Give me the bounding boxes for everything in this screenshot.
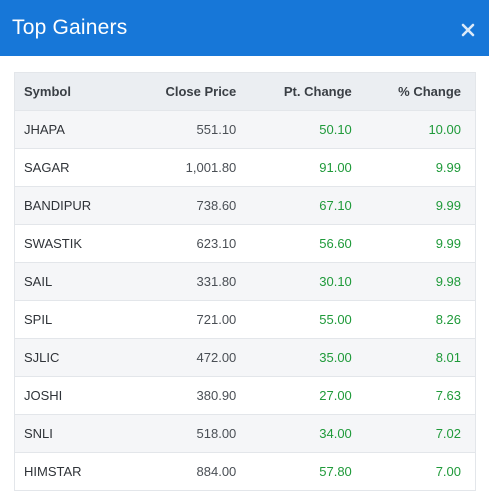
cell-pct-change: 7.63 xyxy=(435,388,461,403)
cell-close-price: 738.60 xyxy=(196,198,237,213)
table-header: Symbol Close Price Pt. Change % Change xyxy=(14,72,476,111)
column-header-close-price[interactable]: Close Price xyxy=(165,84,237,99)
cell-symbol: JOSHI xyxy=(24,388,63,403)
modal-title: Top Gainers xyxy=(12,16,128,39)
cell-pt-change: 56.60 xyxy=(319,236,352,251)
cell-pct-change: 9.99 xyxy=(435,160,461,175)
cell-close-price: 884.00 xyxy=(196,464,237,479)
gainers-table: Symbol Close Price Pt. Change % Change J… xyxy=(14,72,476,491)
table-row[interactable]: JOSHI 380.90 27.00 7.63 xyxy=(14,376,476,415)
cell-pct-change: 7.02 xyxy=(435,426,461,441)
table-row[interactable]: SPIL 721.00 55.00 8.26 xyxy=(14,300,476,339)
cell-pct-change: 9.99 xyxy=(435,236,461,251)
cell-pt-change: 34.00 xyxy=(319,426,352,441)
cell-pct-change: 9.98 xyxy=(435,274,461,289)
cell-pt-change: 55.00 xyxy=(319,312,352,327)
cell-close-price: 472.00 xyxy=(196,350,237,365)
cell-pt-change: 91.00 xyxy=(319,160,352,175)
cell-pt-change: 30.10 xyxy=(319,274,352,289)
column-header-symbol[interactable]: Symbol xyxy=(24,84,71,99)
table-row[interactable]: SNLI 518.00 34.00 7.02 xyxy=(14,414,476,453)
table-row[interactable]: SWASTIK 623.10 56.60 9.99 xyxy=(14,224,476,263)
header-row: Symbol Close Price Pt. Change % Change xyxy=(14,72,476,111)
cell-close-price: 518.00 xyxy=(196,426,237,441)
cell-pct-change: 9.99 xyxy=(435,198,461,213)
modal-header: Top Gainers xyxy=(0,0,489,56)
cell-symbol: BANDIPUR xyxy=(24,198,92,213)
cell-pct-change: 8.01 xyxy=(435,350,461,365)
cell-symbol: SNLI xyxy=(24,426,53,441)
table-row[interactable]: BANDIPUR 738.60 67.10 9.99 xyxy=(14,186,476,225)
modal-body: Symbol Close Price Pt. Change % Change J… xyxy=(0,56,489,491)
cell-symbol: SWASTIK xyxy=(24,236,83,251)
cell-close-price: 721.00 xyxy=(196,312,237,327)
cell-close-price: 623.10 xyxy=(196,236,237,251)
table-row[interactable]: HIMSTAR 884.00 57.80 7.00 xyxy=(14,452,476,491)
cell-pct-change: 7.00 xyxy=(435,464,461,479)
cell-symbol: SAGAR xyxy=(24,160,70,175)
cell-pt-change: 57.80 xyxy=(319,464,352,479)
column-header-pct-change[interactable]: % Change xyxy=(398,84,461,99)
table-row[interactable]: SAGAR 1,001.80 91.00 9.99 xyxy=(14,148,476,187)
cell-symbol: JHAPA xyxy=(24,122,65,137)
table-body: JHAPA 551.10 50.10 10.00 SAGAR 1,001.80 91.00 9… xyxy=(14,110,476,491)
cell-symbol: HIMSTAR xyxy=(24,464,82,479)
cell-pt-change: 35.00 xyxy=(319,350,352,365)
table-row[interactable]: JHAPA 551.10 50.10 10.00 xyxy=(14,110,476,149)
table-row[interactable]: SJLIC 472.00 35.00 8.01 xyxy=(14,338,476,377)
cell-pct-change: 8.26 xyxy=(435,312,461,327)
table-row[interactable]: SAIL 331.80 30.10 9.98 xyxy=(14,262,476,301)
cell-close-price: 331.80 xyxy=(196,274,237,289)
cell-pt-change: 50.10 xyxy=(319,122,352,137)
close-icon[interactable] xyxy=(459,21,477,39)
cell-symbol: SAIL xyxy=(24,274,53,289)
column-header-pt-change[interactable]: Pt. Change xyxy=(283,84,352,99)
cell-close-price: 380.90 xyxy=(196,388,237,403)
cell-close-price: 551.10 xyxy=(196,122,237,137)
cell-pt-change: 27.00 xyxy=(319,388,352,403)
cell-symbol: SPIL xyxy=(24,312,53,327)
cell-pt-change: 67.10 xyxy=(319,198,352,213)
cell-close-price: 1,001.80 xyxy=(185,160,237,175)
cell-pct-change: 10.00 xyxy=(428,122,461,137)
cell-symbol: SJLIC xyxy=(24,350,60,365)
